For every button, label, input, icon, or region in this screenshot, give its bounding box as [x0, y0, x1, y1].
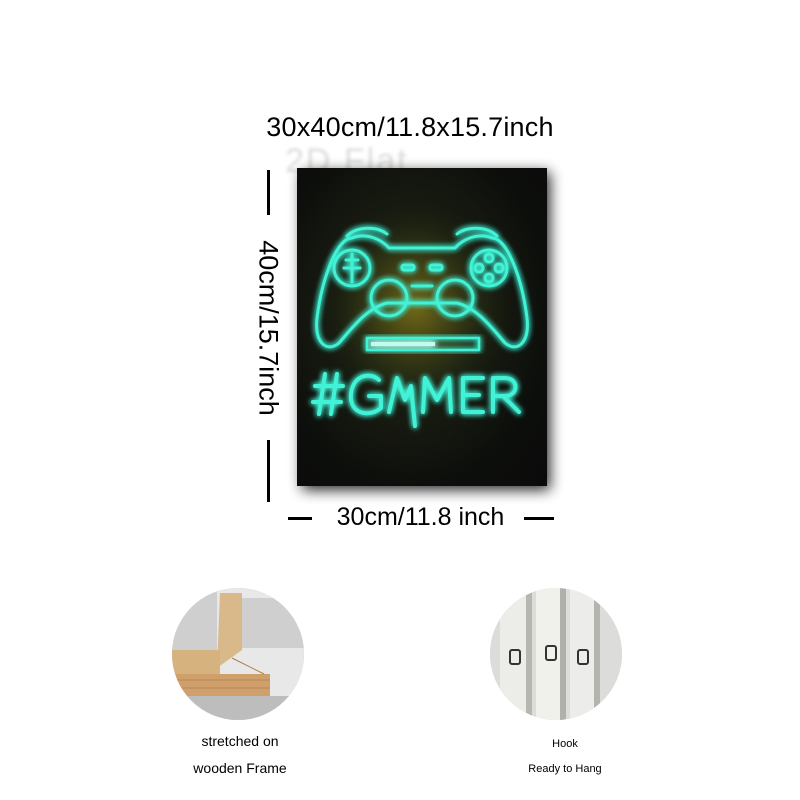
- height-marker-top: [267, 170, 270, 215]
- height-label: 40cm/15.7inch: [253, 240, 284, 416]
- wooden-frame-image: [172, 588, 304, 720]
- hook-caption-line1: Hook: [552, 738, 578, 750]
- height-marker-bottom: [267, 440, 270, 502]
- hook-caption-line2: Ready to Hang: [528, 763, 602, 775]
- width-marker-left: [288, 517, 312, 520]
- width-label: 30cm/11.8 inch: [336, 503, 505, 531]
- frame-caption-line1: stretched on: [201, 733, 279, 749]
- loading-bar: [365, 336, 481, 352]
- gamepad-artwork: [307, 198, 529, 438]
- gamer-text: [311, 372, 521, 428]
- width-marker-right: [524, 517, 554, 520]
- frame-caption-line2: wooden Frame: [193, 760, 287, 776]
- overall-size-label: 30x40cm/11.8x15.7inch: [266, 112, 554, 142]
- gamepad-icon: [315, 226, 529, 349]
- hook-image: [490, 588, 622, 720]
- canvas-artwork: [297, 168, 547, 486]
